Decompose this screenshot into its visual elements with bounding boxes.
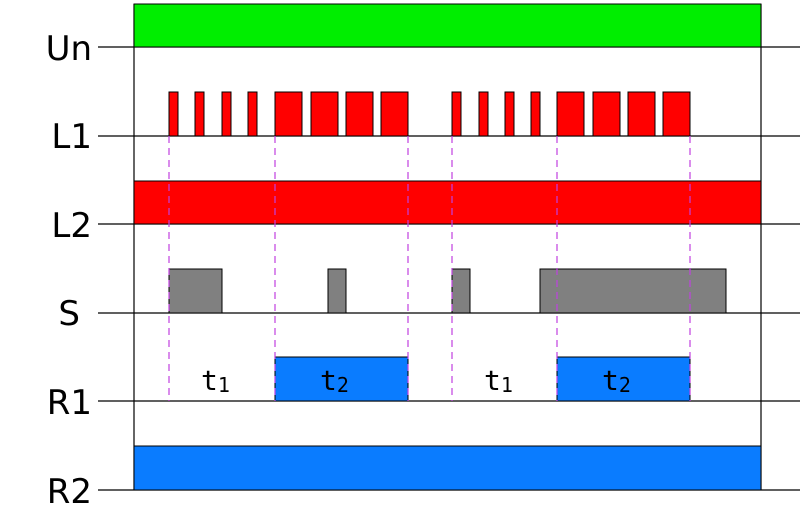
guides — [168, 136, 691, 401]
signal-label: L2 — [51, 206, 92, 246]
pulse — [221, 91, 232, 137]
pulse — [451, 91, 462, 137]
pulse — [478, 91, 489, 137]
signal-label: Un — [46, 29, 92, 69]
pulse — [327, 268, 347, 314]
pulse — [504, 91, 515, 137]
l1-pulses — [168, 91, 691, 137]
pulse — [539, 268, 727, 314]
pulse — [530, 91, 541, 137]
pulse — [451, 268, 471, 314]
interval-sub: 1 — [218, 373, 230, 397]
pulse — [380, 91, 409, 137]
un-signal — [133, 3, 762, 48]
l2-signal — [133, 180, 762, 225]
interval-sub: 2 — [337, 373, 349, 397]
pulse — [556, 91, 585, 137]
pulse — [627, 91, 656, 137]
interval-base: t — [320, 364, 337, 397]
signal-label: L1 — [51, 117, 92, 157]
pulse — [168, 268, 223, 314]
interval-base: t — [484, 364, 501, 397]
pulse — [194, 91, 205, 137]
interval-label: t1 — [201, 364, 230, 397]
signal-label: R1 — [47, 383, 92, 423]
interval-base: t — [201, 364, 218, 397]
pulse — [247, 91, 258, 137]
interval-label: t1 — [484, 364, 513, 397]
interval-sub: 2 — [619, 373, 631, 397]
pulse — [168, 91, 179, 137]
pulse — [274, 91, 303, 137]
signal-label: R2 — [47, 472, 92, 509]
interval-sub: 1 — [501, 373, 513, 397]
interval-label: t2 — [320, 364, 349, 397]
s-pulses — [168, 268, 727, 314]
pulse — [592, 91, 621, 137]
pulse — [310, 91, 339, 137]
r2-signal — [133, 445, 762, 491]
r1-pulse — [556, 356, 691, 402]
pulse — [345, 91, 374, 137]
pulse — [662, 91, 691, 137]
interval-label: t2 — [602, 364, 631, 397]
signal-label: S — [58, 294, 80, 334]
interval-base: t — [602, 364, 619, 397]
